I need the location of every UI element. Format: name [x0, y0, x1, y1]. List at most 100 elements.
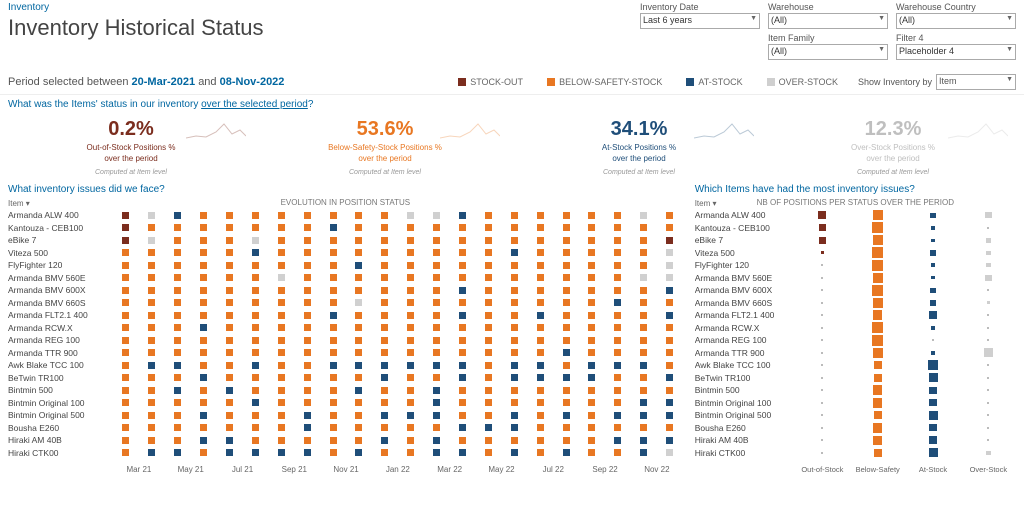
heat-cell[interactable]: [148, 424, 155, 431]
heat-cell[interactable]: [640, 349, 647, 356]
status-square[interactable]: [930, 250, 936, 256]
heat-cell[interactable]: [381, 237, 388, 244]
heat-cell[interactable]: [588, 249, 595, 256]
heat-cell[interactable]: [148, 349, 155, 356]
heat-cell[interactable]: [537, 399, 544, 406]
heat-cell[interactable]: [537, 349, 544, 356]
heat-cell[interactable]: [355, 399, 362, 406]
heat-cell[interactable]: [614, 212, 621, 219]
heat-cell[interactable]: [174, 212, 181, 219]
heat-cell[interactable]: [433, 362, 440, 369]
heat-cell[interactable]: [614, 374, 621, 381]
heat-cell[interactable]: [407, 399, 414, 406]
heat-cell[interactable]: [174, 349, 181, 356]
heat-cell[interactable]: [563, 287, 570, 294]
heat-cell[interactable]: [640, 399, 647, 406]
heat-cell[interactable]: [355, 212, 362, 219]
heat-cell[interactable]: [407, 324, 414, 331]
heat-cell[interactable]: [278, 312, 285, 319]
heat-cell[interactable]: [330, 224, 337, 231]
heat-cell[interactable]: [174, 299, 181, 306]
heat-cell[interactable]: [304, 387, 311, 394]
heat-cell[interactable]: [407, 437, 414, 444]
heat-cell[interactable]: [252, 249, 259, 256]
heat-cell[interactable]: [226, 437, 233, 444]
item-label[interactable]: Kantouza - CEB100: [8, 222, 113, 235]
heat-cell[interactable]: [381, 399, 388, 406]
heat-cell[interactable]: [485, 324, 492, 331]
heat-cell[interactable]: [407, 374, 414, 381]
heat-cell[interactable]: [226, 324, 233, 331]
heat-cell[interactable]: [588, 224, 595, 231]
status-square[interactable]: [986, 263, 990, 267]
heat-cell[interactable]: [614, 237, 621, 244]
heat-cell[interactable]: [433, 387, 440, 394]
heat-cell[interactable]: [459, 224, 466, 231]
item-label[interactable]: Armanda BMV 660S: [8, 297, 113, 310]
heat-cell[interactable]: [252, 237, 259, 244]
heat-cell[interactable]: [174, 424, 181, 431]
heat-cell[interactable]: [148, 412, 155, 419]
heat-cell[interactable]: [304, 212, 311, 219]
heat-cell[interactable]: [330, 374, 337, 381]
heat-cell[interactable]: [614, 312, 621, 319]
item-label[interactable]: Armanda ALW 400: [695, 209, 795, 222]
heat-cell[interactable]: [614, 324, 621, 331]
heat-cell[interactable]: [278, 412, 285, 419]
breadcrumb[interactable]: Inventory: [8, 2, 640, 13]
heat-cell[interactable]: [433, 449, 440, 456]
heat-cell[interactable]: [200, 287, 207, 294]
status-square[interactable]: [872, 222, 883, 233]
status-square[interactable]: [986, 238, 992, 244]
heat-cell[interactable]: [459, 324, 466, 331]
item-label[interactable]: Armanda RCW.X: [695, 322, 795, 335]
heat-cell[interactable]: [226, 312, 233, 319]
legend-item[interactable]: OVER-STOCK: [767, 77, 838, 87]
heat-cell[interactable]: [614, 362, 621, 369]
heat-cell[interactable]: [537, 437, 544, 444]
heat-cell[interactable]: [174, 262, 181, 269]
heat-cell[interactable]: [200, 374, 207, 381]
heat-cell[interactable]: [122, 312, 129, 319]
heat-cell[interactable]: [304, 312, 311, 319]
heat-cell[interactable]: [563, 374, 570, 381]
heat-cell[interactable]: [381, 412, 388, 419]
status-square[interactable]: [874, 411, 882, 419]
heat-cell[interactable]: [666, 324, 673, 331]
heat-cell[interactable]: [278, 262, 285, 269]
legend-item[interactable]: BELOW-SAFETY-STOCK: [547, 77, 662, 87]
heat-cell[interactable]: [666, 374, 673, 381]
status-square[interactable]: [872, 260, 883, 271]
heat-cell[interactable]: [304, 262, 311, 269]
heat-cell[interactable]: [278, 274, 285, 281]
heat-cell[interactable]: [666, 287, 673, 294]
heat-cell[interactable]: [511, 237, 518, 244]
heat-cell[interactable]: [511, 262, 518, 269]
filter-select-3[interactable]: (All): [768, 44, 888, 60]
heat-cell[interactable]: [459, 312, 466, 319]
item-label[interactable]: Armanda BMV 560E: [8, 272, 113, 285]
heat-cell[interactable]: [614, 387, 621, 394]
heat-cell[interactable]: [278, 249, 285, 256]
heat-cell[interactable]: [511, 249, 518, 256]
heat-cell[interactable]: [563, 224, 570, 231]
heat-cell[interactable]: [122, 449, 129, 456]
status-square[interactable]: [872, 285, 883, 296]
status-square[interactable]: [929, 373, 938, 382]
item-label[interactable]: Armanda BMV 600X: [695, 284, 795, 297]
heat-cell[interactable]: [304, 374, 311, 381]
status-square[interactable]: [819, 237, 826, 244]
heat-cell[interactable]: [330, 349, 337, 356]
heat-cell[interactable]: [666, 337, 673, 344]
item-label[interactable]: Bintmin 500: [695, 384, 795, 397]
heat-cell[interactable]: [511, 324, 518, 331]
heat-cell[interactable]: [666, 449, 673, 456]
heat-cell[interactable]: [252, 312, 259, 319]
heat-cell[interactable]: [200, 274, 207, 281]
heat-cell[interactable]: [666, 299, 673, 306]
item-label[interactable]: Hiraki CTK00: [8, 447, 113, 460]
heat-cell[interactable]: [174, 224, 181, 231]
heat-cell[interactable]: [200, 399, 207, 406]
heat-cell[interactable]: [330, 299, 337, 306]
heat-cell[interactable]: [666, 262, 673, 269]
